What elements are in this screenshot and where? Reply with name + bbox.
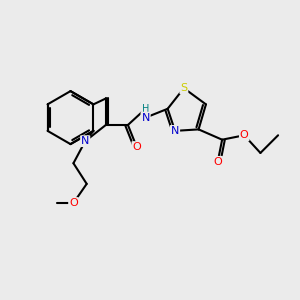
Text: N: N <box>171 126 179 136</box>
Text: O: O <box>132 142 141 152</box>
Text: N: N <box>141 112 150 123</box>
Text: N: N <box>81 136 89 146</box>
Text: O: O <box>69 198 78 208</box>
Text: H: H <box>142 104 149 114</box>
Text: O: O <box>240 130 249 140</box>
Text: S: S <box>180 83 188 93</box>
Text: O: O <box>213 157 222 167</box>
